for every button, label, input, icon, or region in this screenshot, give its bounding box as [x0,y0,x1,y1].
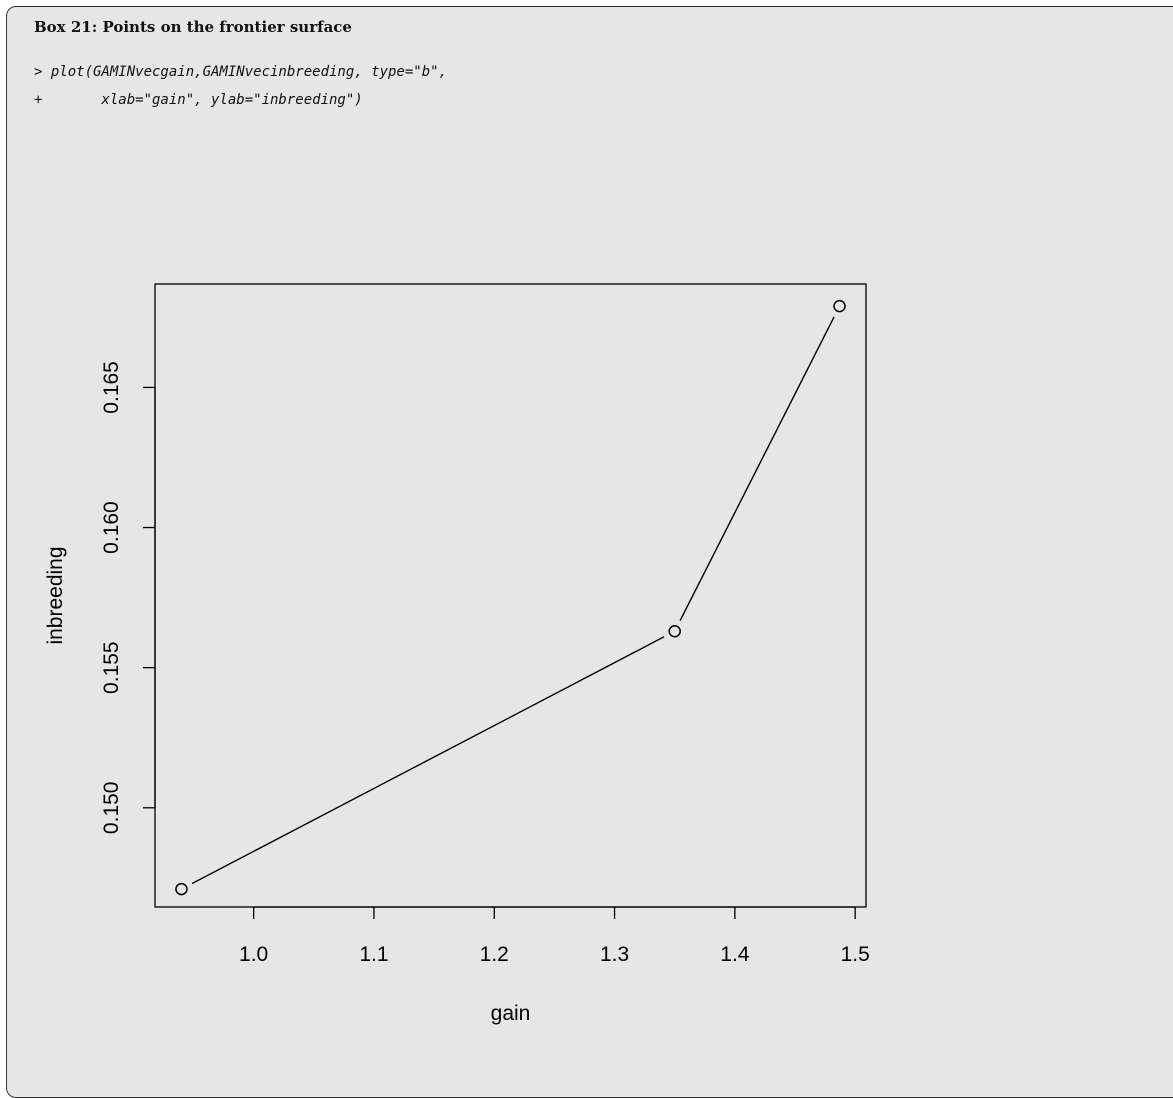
code-line-2: + xlab="gain", ylab="inbreeding") [34,92,363,108]
code-block: > plot(GAMINvecgain,GAMINvecinbreeding, … [34,58,447,114]
x-tick-label: 1.0 [239,943,268,966]
data-point [668,624,681,638]
code-box [6,6,1173,1098]
x-tick-label: 1.4 [720,943,750,966]
y-tick-label: 0.160 [100,501,123,554]
plot-frame [154,283,867,908]
x-tick-label: 1.3 [600,943,629,966]
data-point [175,882,188,896]
y-tick-label: 0.165 [100,361,123,414]
y-tick-label: 0.155 [100,641,123,694]
x-tick-label: 1.2 [480,943,509,966]
y-tick-label: 0.150 [100,782,123,835]
data-point [833,299,846,313]
box-title: Box 21: Points on the frontier surface [34,18,352,36]
x-axis-label: gain [491,1002,531,1025]
y-axis-label: inbreeding [44,546,67,644]
code-line-1: > plot(GAMINvecgain,GAMINvecinbreeding, … [34,64,448,80]
series-line-segment [191,636,665,885]
x-tick-label: 1.1 [359,943,388,966]
x-tick-label: 1.5 [841,943,870,966]
series-line-segment [679,316,835,621]
